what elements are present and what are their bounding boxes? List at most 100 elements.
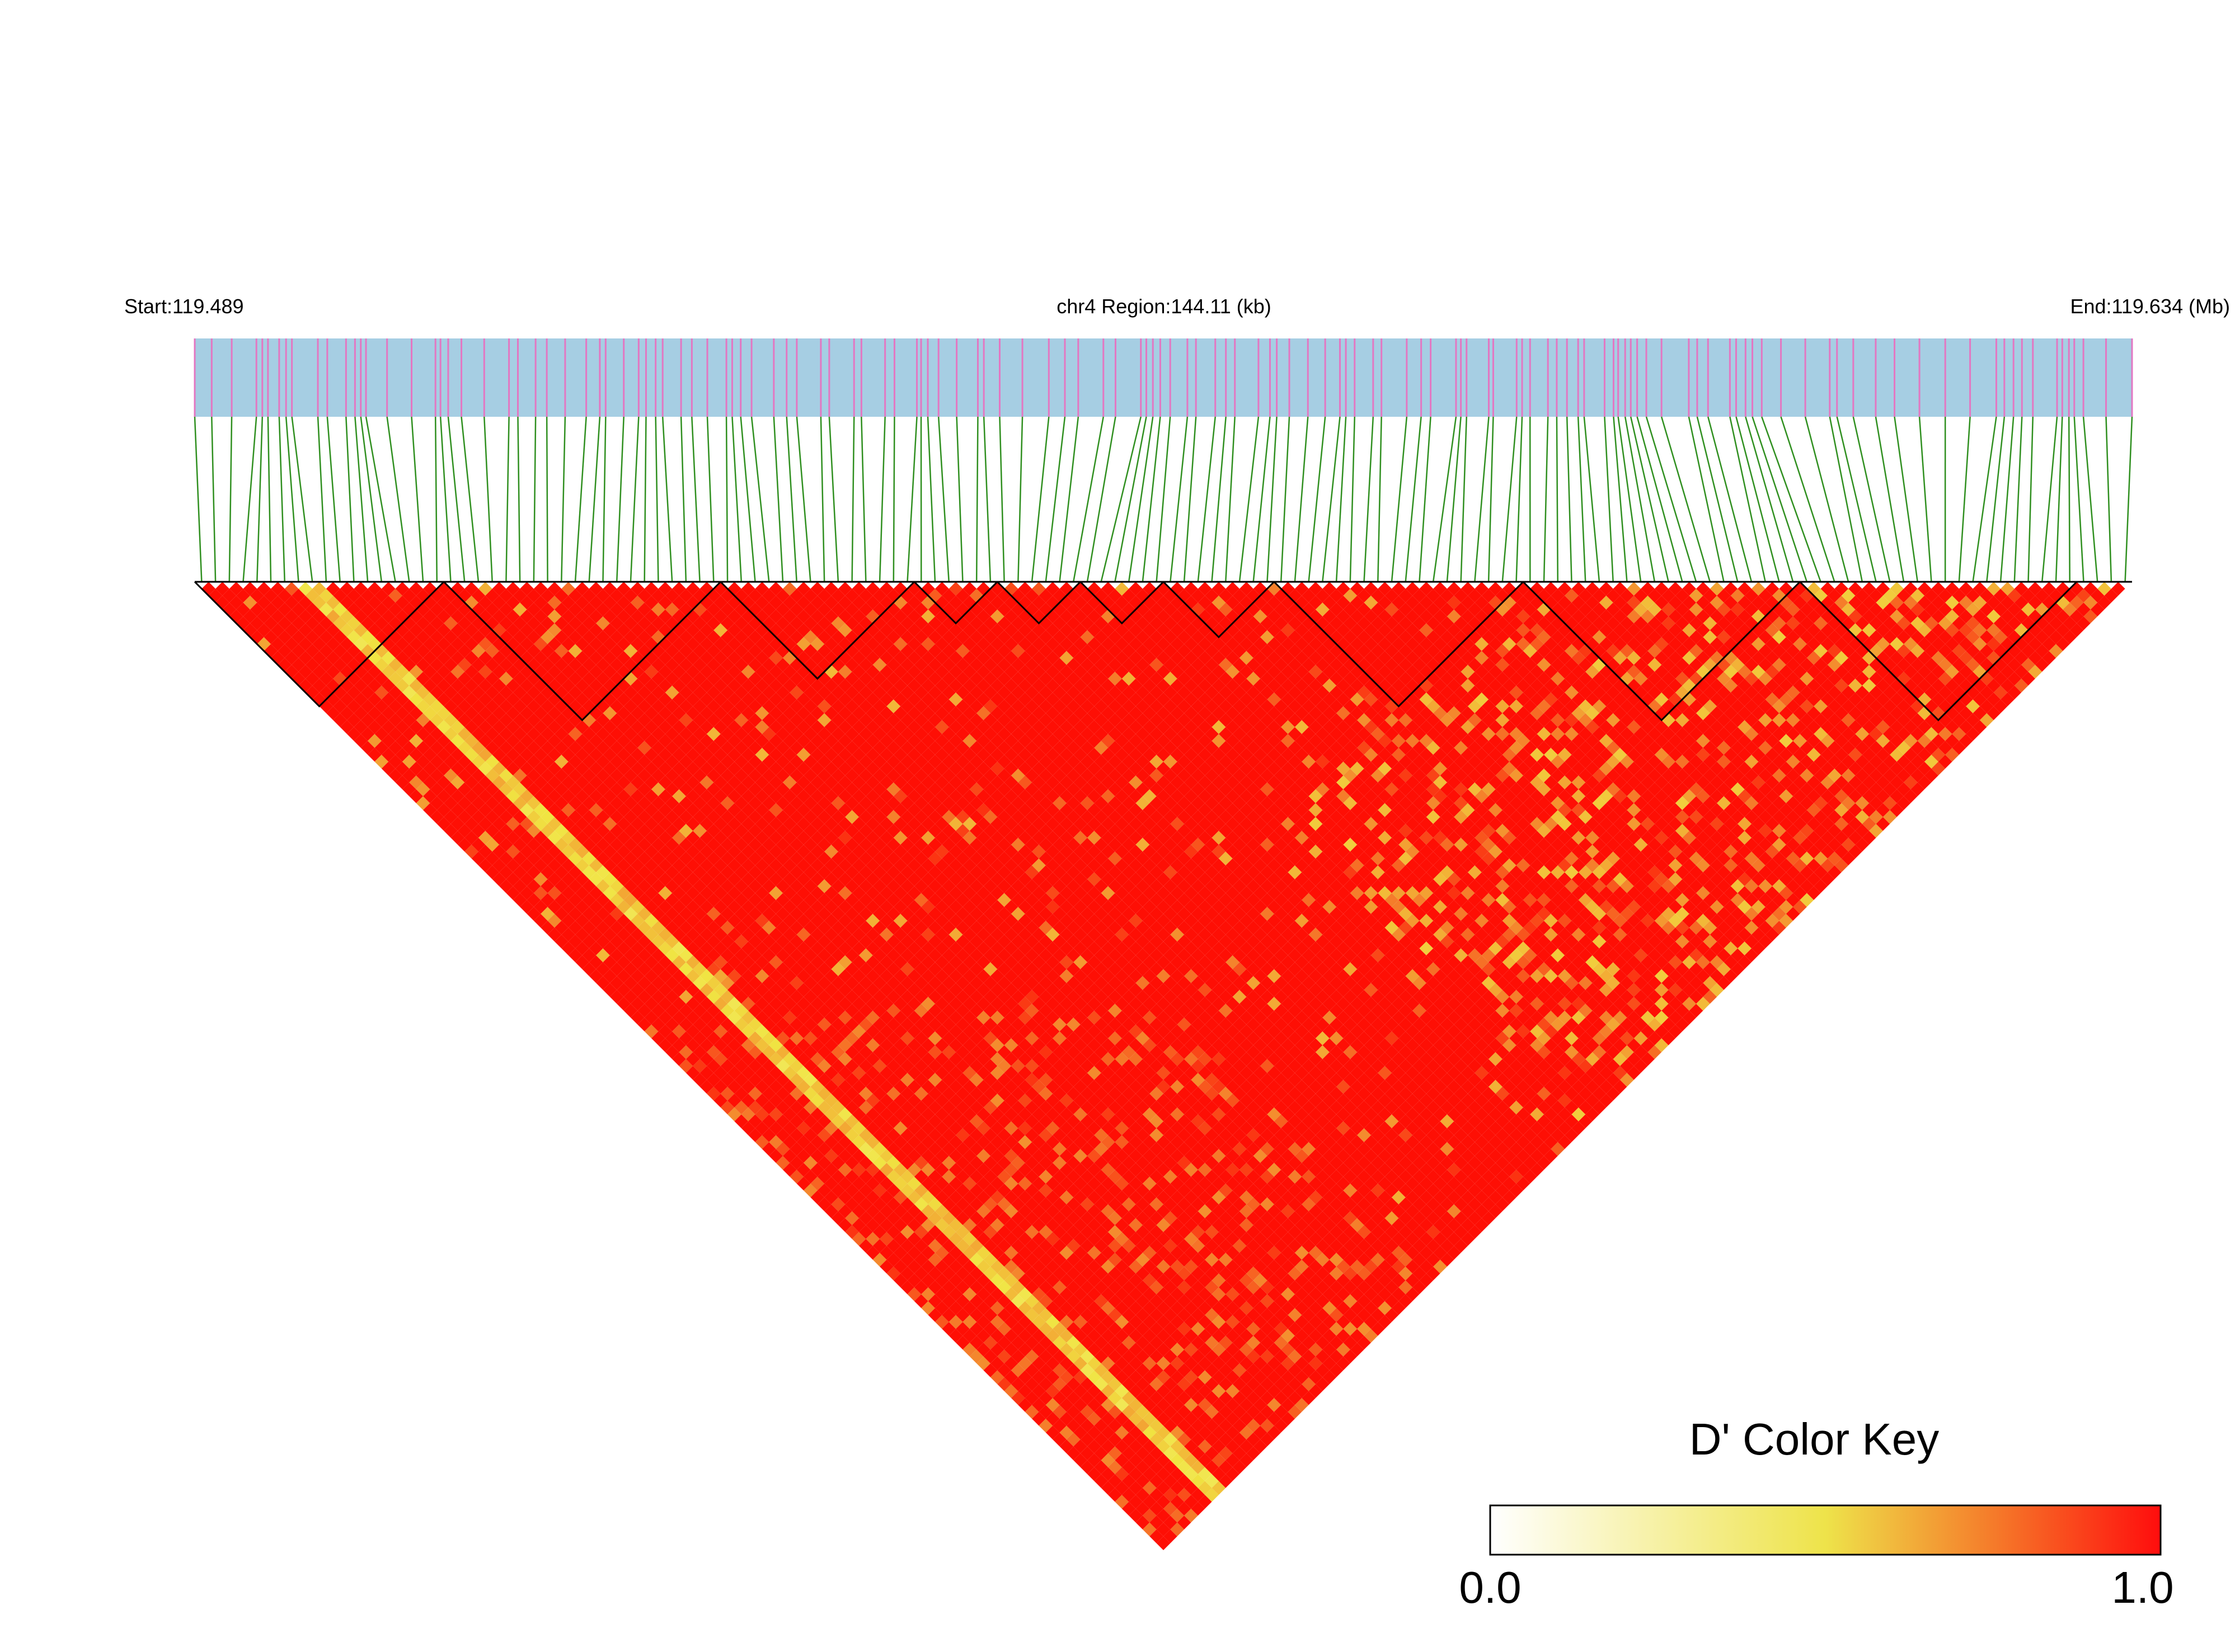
snp-connector — [326, 416, 341, 582]
ld-cell — [1135, 1169, 1150, 1184]
ld-cell — [651, 616, 665, 630]
ld-cell — [983, 1335, 998, 1350]
ld-cell — [866, 844, 880, 859]
ld-cell — [983, 1308, 998, 1322]
ld-cell — [1045, 1287, 1060, 1301]
ld-cell — [1045, 1301, 1060, 1315]
snp-connector — [1804, 416, 1849, 582]
ld-cell — [1087, 1135, 1101, 1149]
ld-cell — [527, 685, 541, 700]
ld-cell — [1364, 1218, 1378, 1232]
ld-cell — [416, 685, 430, 700]
ld-cell — [956, 1100, 970, 1115]
ld-cell — [804, 768, 818, 783]
ld-cell — [866, 1052, 880, 1066]
ld-cell — [866, 761, 880, 776]
ld-cell — [541, 782, 555, 797]
ld-cell — [983, 851, 998, 865]
ld-cell — [866, 1121, 880, 1136]
ld-cell — [284, 582, 299, 596]
snp-connector — [1613, 416, 1628, 582]
ld-cell — [436, 720, 451, 735]
ld-cell — [776, 990, 790, 1004]
ld-cell — [492, 789, 506, 803]
ld-cell — [776, 865, 790, 879]
ld-cell — [741, 1121, 755, 1136]
ld-cell — [1080, 1225, 1095, 1239]
ld-cell — [492, 595, 506, 610]
snp-connector — [574, 416, 587, 582]
ld-cell — [651, 671, 665, 686]
ld-cell — [928, 823, 942, 838]
snp-connector — [360, 416, 383, 582]
snp-connector — [1836, 416, 1877, 582]
ld-cell — [713, 900, 728, 914]
ld-cell — [776, 699, 790, 713]
ld-cell — [478, 720, 492, 735]
ld-cell — [312, 679, 326, 693]
ld-cell — [651, 948, 665, 963]
ld-cell — [685, 886, 700, 900]
snp-connector — [2073, 416, 2084, 582]
ld-cell — [976, 1135, 990, 1149]
snp-connector — [1474, 416, 1490, 582]
ld-cell — [596, 727, 610, 741]
ld-cell — [1184, 1329, 1198, 1343]
ld-cell — [478, 679, 492, 693]
ld-cell — [893, 955, 908, 969]
ld-cell — [866, 1190, 880, 1204]
ld-cell — [685, 844, 700, 859]
snp-connector — [2068, 416, 2070, 582]
ld-cell — [983, 1253, 998, 1267]
ld-cell — [928, 1225, 942, 1239]
ld-cell — [893, 1080, 908, 1094]
ld-cell — [554, 644, 569, 658]
ld-cell — [866, 1162, 880, 1177]
snp-connector — [725, 416, 729, 582]
ld-cell — [1108, 1169, 1122, 1184]
ld-cell — [956, 879, 970, 893]
ld-cell — [513, 685, 527, 700]
ld-cell — [866, 858, 880, 873]
ld-cell — [893, 1218, 908, 1232]
ld-cell — [1018, 900, 1032, 914]
ld-cell — [838, 1190, 852, 1204]
ld-cell — [1045, 983, 1060, 997]
ld-cell — [866, 1010, 880, 1025]
ld-cell — [651, 976, 665, 990]
ld-cell — [464, 679, 478, 693]
ld-cell — [1364, 1287, 1378, 1301]
ld-cell — [769, 1135, 783, 1149]
ld-cell — [713, 886, 728, 900]
ld-cell — [492, 872, 506, 887]
ld-cell — [804, 644, 818, 658]
ld-cell — [713, 720, 728, 735]
snp-connector — [533, 416, 537, 582]
ld-cell — [804, 755, 818, 769]
snp-connector — [975, 416, 979, 582]
ld-cell — [685, 941, 700, 956]
ld-cell — [1135, 1253, 1150, 1267]
ld-cell — [956, 934, 970, 949]
ld-cell — [1045, 1190, 1060, 1204]
ld-cell — [1135, 1267, 1150, 1281]
ld-cell — [388, 644, 402, 658]
snp-connector — [731, 416, 743, 582]
ld-cell — [866, 789, 880, 803]
ld-cell — [513, 616, 527, 630]
ld-cell — [596, 907, 610, 921]
ld-cell — [651, 589, 665, 603]
ld-cell — [1080, 1280, 1095, 1295]
ld-cell — [541, 796, 555, 811]
ld-cell — [928, 1308, 942, 1322]
ld-cell — [402, 644, 416, 658]
snp-connector — [1958, 416, 1971, 582]
ld-cell — [838, 844, 852, 859]
ld-cell — [866, 720, 880, 735]
ld-cell — [1073, 1135, 1087, 1149]
ld-cell — [804, 865, 818, 879]
ld-cell — [436, 623, 451, 637]
ld-cell — [596, 603, 610, 616]
ld-cell — [651, 851, 665, 865]
ld-cell — [838, 720, 852, 735]
